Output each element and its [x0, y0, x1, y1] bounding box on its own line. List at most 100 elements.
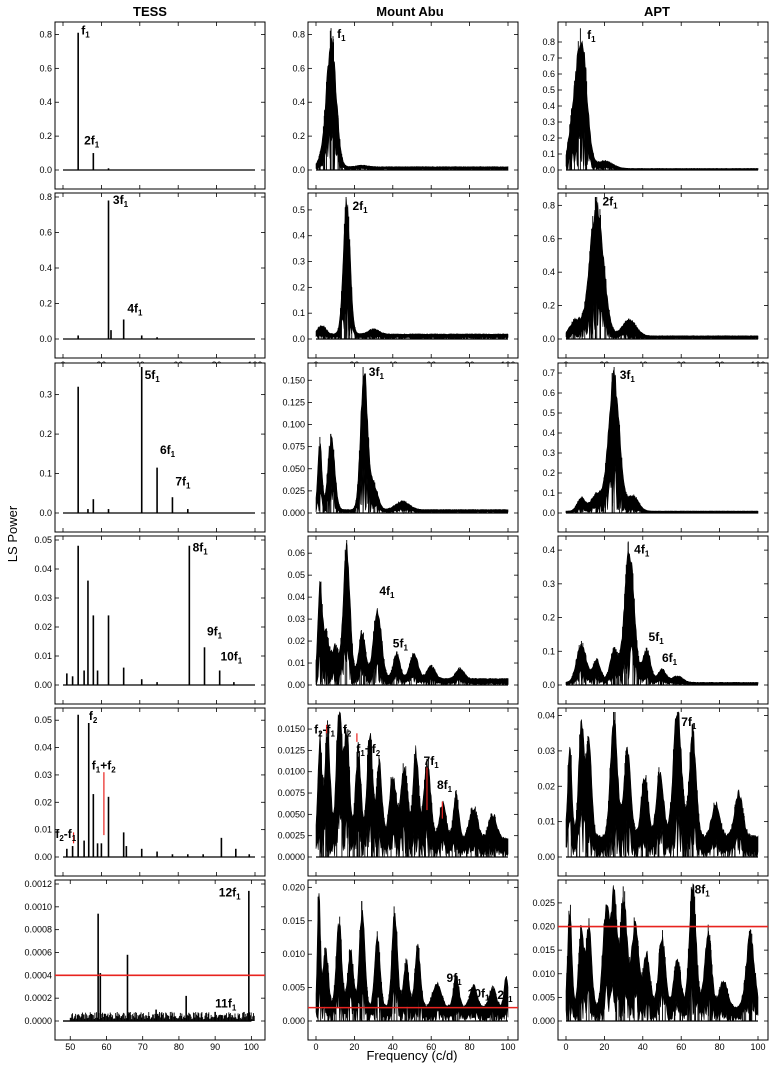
y-tick-label: 0.020	[282, 882, 305, 892]
y-tick-label: 0.0	[39, 165, 52, 175]
apt-row-1: 0.00.10.20.30.40.50.60.70.8020406080100f…	[542, 21, 769, 201]
y-axis-label: LS Power	[5, 505, 20, 562]
y-tick-label: 0.03	[287, 614, 305, 624]
alias-lines	[317, 896, 508, 1021]
panel-frame	[307, 362, 519, 533]
peak-annotation: f2	[343, 722, 352, 738]
y-tick-label: 0.2	[39, 131, 52, 141]
y-tick-label: 0.3	[542, 448, 555, 458]
panel-frame	[54, 362, 266, 533]
y-tick-label: 0.8	[292, 29, 305, 39]
peak-annotation: 10f1	[220, 649, 242, 665]
y-tick-label: 0.02	[34, 622, 52, 632]
y-tick-label: 0.100	[282, 420, 305, 430]
tess-row-1: 0.00.20.40.60.8020406080100f12f1	[39, 21, 266, 201]
y-tick-label: 0.6	[542, 234, 555, 244]
y-tick-label: 0.0050	[277, 809, 305, 819]
x-tick-label: 70	[138, 1042, 148, 1052]
peak-annotation: f2-f1	[55, 827, 76, 843]
noise-floor	[69, 1011, 255, 1021]
tess-row-3: 0.00.10.20.30204060801005f16f17f1	[39, 362, 266, 544]
peak-annotation: 8f1	[437, 778, 453, 794]
y-tick-label: 0.025	[282, 486, 305, 496]
tess-row-4: 0.000.010.020.030.040.050204060801008f19…	[34, 535, 266, 716]
y-tick-label: 0.5	[292, 205, 305, 215]
panel-grid: 0.0 0.2 0.4 0.6 0.8 0 20 40 60 80 100 f1 2f1 0.0 0.2 0.…	[24, 21, 769, 1052]
y-tick-label: 0.5	[542, 408, 555, 418]
y-tick-label: 0.06	[287, 548, 305, 558]
x-tick-label: 0	[563, 1042, 568, 1052]
x-tick-label: 60	[676, 1042, 686, 1052]
y-tick-label: 0.00	[34, 852, 52, 862]
peak-annotation: 2f1	[84, 134, 100, 150]
y-tick-label: 0.02	[537, 781, 555, 791]
y-tick-label: 0.1	[292, 308, 305, 318]
x-tick-label: 100	[500, 1042, 515, 1052]
alias-lines	[565, 367, 754, 513]
peak-annotation: 4f1	[127, 301, 143, 317]
alias-lines	[566, 886, 757, 1021]
y-tick-label: 0.005	[282, 983, 305, 993]
y-tick-label: 0.2	[542, 133, 555, 143]
y-tick-label: 0.1	[542, 646, 555, 656]
y-tick-label: 0.0008	[24, 925, 52, 935]
y-tick-label: 0.0	[292, 334, 305, 344]
y-tick-label: 0.2	[542, 613, 555, 623]
y-tick-label: 0.2	[292, 131, 305, 141]
alias-lines	[315, 540, 509, 685]
x-tick-label: 20	[349, 1042, 359, 1052]
peak-annotation: 6f1	[160, 443, 176, 459]
x-tick-label: 90	[210, 1042, 220, 1052]
y-tick-label: 0.0	[39, 334, 52, 344]
x-tick-label: 60	[101, 1042, 111, 1052]
y-tick-label: 0.05	[34, 535, 52, 545]
y-tick-label: 0.01	[34, 825, 52, 835]
y-tick-label: 0.4	[292, 97, 305, 107]
peak-annotation: 8f1	[695, 882, 711, 898]
y-tick-label: 0.125	[282, 397, 305, 407]
abu-row-6: 0.000 0.005 0.010 0.015 0.020 0 20 40 60 80 100 9f1…	[282, 879, 519, 1052]
peak-annotation: f2	[89, 709, 98, 725]
peak-annotation: 5f1	[145, 368, 161, 384]
apt-row-6: 0.000 0.005 0.010 0.015 0.020 0.025 0 20 40 60 80 1…	[532, 879, 769, 1052]
peak-annotation: 12f1	[219, 886, 241, 902]
peak-annotation: 4f1	[634, 542, 650, 558]
x-tick-label: 40	[388, 1042, 398, 1052]
y-tick-label: 0.3	[292, 257, 305, 267]
y-tick-label: 0.020	[532, 922, 555, 932]
y-tick-label: 0.01	[287, 658, 305, 668]
y-tick-label: 0.0000	[24, 1016, 52, 1026]
x-axis-label: Frequency (c/d)	[366, 1048, 457, 1063]
power-envelope	[565, 711, 759, 859]
y-tick-label: 0.6	[292, 63, 305, 73]
peak-annotation: f1	[81, 23, 90, 39]
alias-lines	[317, 197, 508, 339]
peak-annotation: 5f1	[649, 630, 665, 646]
y-tick-label: 0.3	[542, 117, 555, 127]
y-tick-label: 0.025	[532, 898, 555, 908]
y-tick-label: 0.075	[282, 442, 305, 452]
tess-row-6: 0.0000 0.0002 0.0004 0.0006 0.0008 0.0010 0.00…	[24, 879, 266, 1052]
apt-row-2: 0.00.20.40.60.80204060801002f1	[542, 192, 769, 370]
y-tick-label: 0.8	[542, 200, 555, 210]
x-tick-label: 20	[599, 1042, 609, 1052]
alias-lines	[318, 28, 508, 170]
panel-frame	[54, 192, 266, 359]
y-tick-label: 0.3	[39, 390, 52, 400]
abu-row-1: 0.00.20.40.60.8020406080100f1	[292, 21, 519, 201]
y-tick-label: 0.0	[542, 334, 555, 344]
y-tick-label: 0.2	[292, 282, 305, 292]
y-tick-label: 0.0	[542, 680, 555, 690]
y-tick-label: 0.0004	[24, 970, 52, 980]
panel-frame	[54, 535, 266, 705]
peak-annotation: f2-f1	[314, 722, 335, 738]
y-tick-label: 0.0	[542, 165, 555, 175]
y-tick-label: 0.005	[532, 992, 555, 1002]
peak-annotation: 7f1	[424, 754, 440, 770]
y-tick-label: 0.4	[39, 263, 52, 273]
panel-frame	[54, 21, 266, 190]
power-envelope	[315, 198, 509, 340]
peak-annotation: 7f1	[175, 474, 191, 490]
y-tick-label: 0.0012	[24, 879, 52, 889]
x-tick-label: 80	[465, 1042, 475, 1052]
